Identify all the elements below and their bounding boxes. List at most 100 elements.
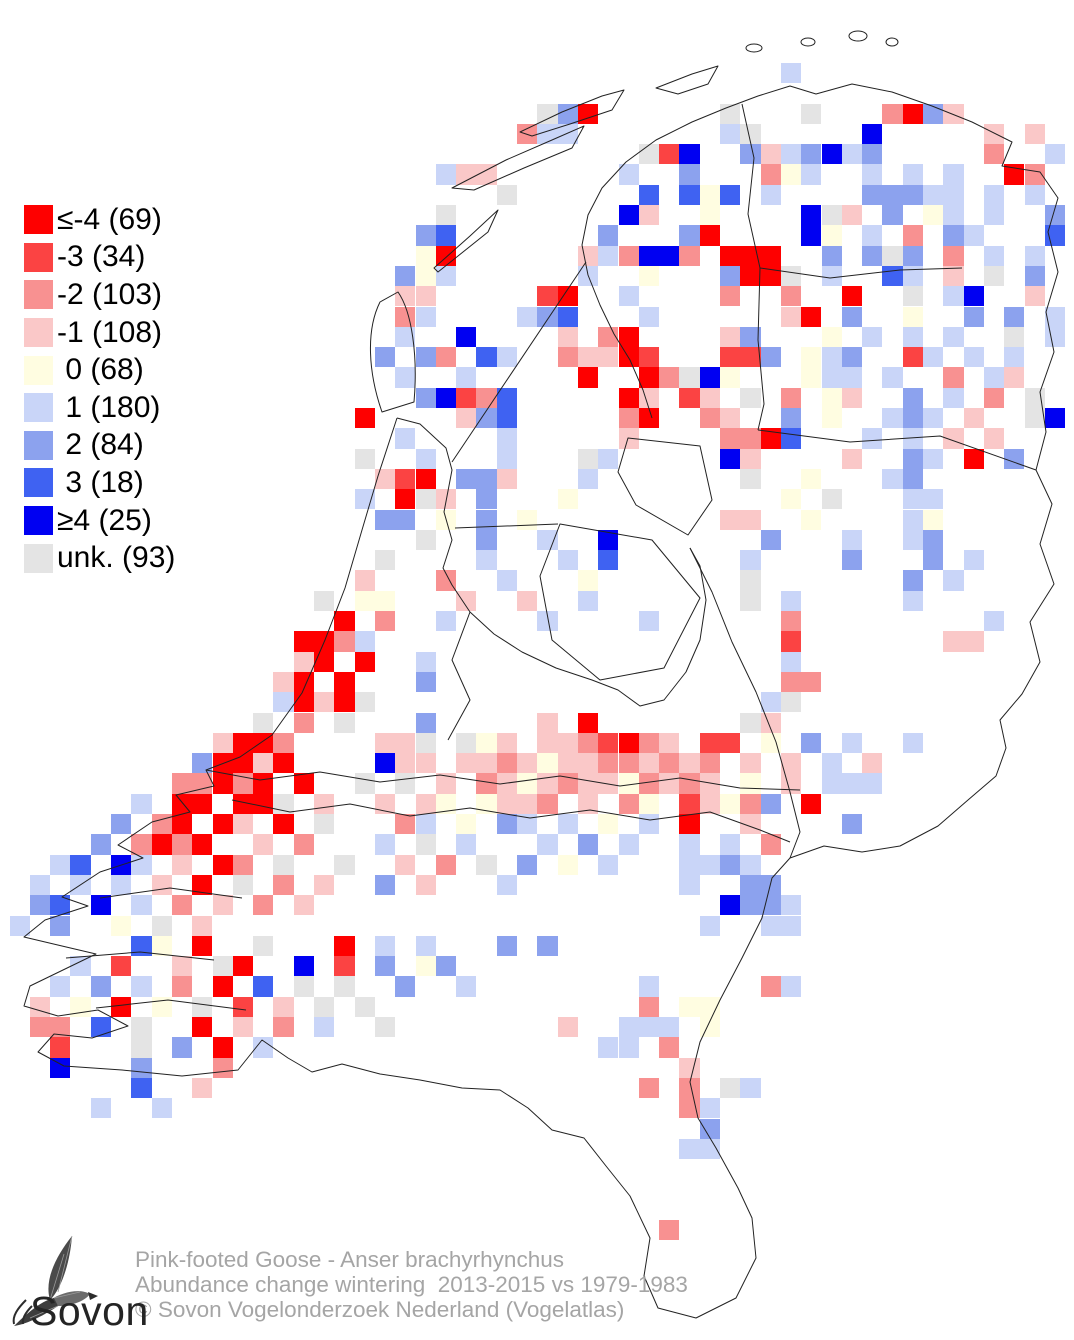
grid-cell bbox=[760, 428, 781, 449]
grid-cell bbox=[212, 976, 233, 997]
grid-cell bbox=[699, 753, 720, 774]
grid-cell bbox=[618, 205, 639, 226]
grid-cell bbox=[902, 570, 923, 591]
grid-cell bbox=[740, 550, 761, 571]
grid-cell bbox=[679, 245, 700, 266]
grid-cell bbox=[374, 509, 396, 530]
grid-cell bbox=[638, 347, 660, 368]
grid-cell bbox=[862, 326, 883, 348]
grid-cell bbox=[192, 793, 213, 814]
grid-cell bbox=[780, 387, 802, 408]
grid-cell bbox=[780, 753, 802, 774]
grid-cell bbox=[517, 306, 538, 327]
grid-cell bbox=[192, 834, 213, 855]
grid-cell bbox=[476, 408, 497, 429]
grid-cell bbox=[1004, 326, 1025, 348]
grid-cell bbox=[943, 103, 964, 124]
grid-cell bbox=[760, 834, 781, 855]
grid-cell bbox=[679, 1077, 700, 1099]
grid-cell bbox=[740, 265, 761, 287]
grid-cell bbox=[801, 306, 822, 327]
grid-cell bbox=[171, 956, 193, 977]
grid-cell bbox=[902, 489, 923, 510]
grid-cell bbox=[740, 753, 761, 774]
grid-cell bbox=[598, 814, 619, 835]
grid-cell bbox=[720, 509, 741, 530]
grid-cell bbox=[659, 1220, 680, 1241]
grid-cell bbox=[456, 468, 477, 490]
grid-cell bbox=[415, 387, 436, 408]
grid-cell bbox=[638, 753, 660, 774]
grid-cell bbox=[983, 205, 1005, 226]
grid-cell bbox=[293, 773, 314, 794]
grid-cell bbox=[1024, 286, 1045, 307]
grid-cell bbox=[476, 773, 497, 794]
grid-cell bbox=[598, 347, 619, 368]
grid-cell bbox=[821, 367, 842, 388]
grid-cell bbox=[862, 225, 883, 246]
grid-cell bbox=[273, 732, 294, 754]
grid-cell bbox=[923, 205, 944, 226]
grid-cell bbox=[598, 1037, 619, 1058]
islet-2 bbox=[800, 37, 816, 47]
grid-cell bbox=[740, 326, 761, 348]
grid-cell bbox=[232, 773, 254, 794]
caption-species: Pink-footed Goose - Anser brachyrhynchus bbox=[135, 1247, 564, 1272]
legend-label: 0 (68) bbox=[57, 353, 144, 387]
grid-cell bbox=[699, 793, 720, 814]
grid-cell bbox=[659, 1037, 680, 1058]
grid-cell bbox=[598, 550, 619, 571]
grid-cell bbox=[963, 347, 984, 368]
grid-cell bbox=[902, 590, 923, 611]
grid-cell bbox=[740, 123, 761, 145]
grid-cell bbox=[699, 367, 720, 388]
grid-cell bbox=[740, 428, 761, 449]
grid-cell bbox=[963, 448, 984, 469]
grid-cell bbox=[395, 976, 416, 997]
grid-cell bbox=[111, 814, 132, 835]
grid-cell bbox=[496, 814, 517, 835]
grid-cell bbox=[801, 367, 822, 388]
grid-cell bbox=[699, 387, 720, 408]
grid-cell bbox=[760, 265, 781, 287]
grid-cell bbox=[314, 874, 335, 896]
legend-swatch bbox=[24, 318, 53, 348]
grid-cell bbox=[496, 468, 517, 490]
grid-cell bbox=[638, 367, 660, 388]
grid-cell bbox=[354, 996, 375, 1017]
grid-cell bbox=[963, 286, 984, 307]
grid-cell bbox=[517, 854, 538, 875]
grid-cell bbox=[151, 834, 172, 855]
grid-cell bbox=[598, 773, 619, 794]
grid-cell bbox=[557, 753, 578, 774]
grid-cell bbox=[334, 976, 355, 997]
grid-cell bbox=[577, 590, 599, 611]
grid-cell bbox=[232, 793, 254, 814]
friesland-groningen-border bbox=[741, 103, 761, 269]
grid-cell bbox=[90, 1098, 111, 1119]
grid-cell bbox=[780, 611, 802, 632]
grid-cell bbox=[780, 976, 802, 997]
legend-label: unk. (93) bbox=[57, 541, 176, 575]
grid-cell bbox=[902, 184, 923, 205]
grid-cell bbox=[415, 935, 436, 957]
grid-cell bbox=[456, 326, 477, 348]
grid-cell bbox=[720, 854, 741, 875]
grid-cell bbox=[456, 753, 477, 774]
grid-cell bbox=[618, 753, 639, 774]
grid-cell bbox=[699, 184, 720, 205]
grid-cell bbox=[273, 692, 294, 713]
grid-cell bbox=[70, 854, 91, 875]
grid-cell bbox=[780, 62, 802, 84]
grid-cell bbox=[720, 448, 741, 469]
grid-cell bbox=[1024, 123, 1045, 145]
grid-cell bbox=[70, 956, 91, 977]
grid-cell bbox=[760, 692, 781, 713]
grid-cell bbox=[131, 935, 152, 957]
grid-cell bbox=[679, 996, 700, 1017]
grid-cell bbox=[374, 590, 396, 611]
grid-cell bbox=[659, 245, 680, 266]
legend-swatch bbox=[24, 242, 53, 272]
